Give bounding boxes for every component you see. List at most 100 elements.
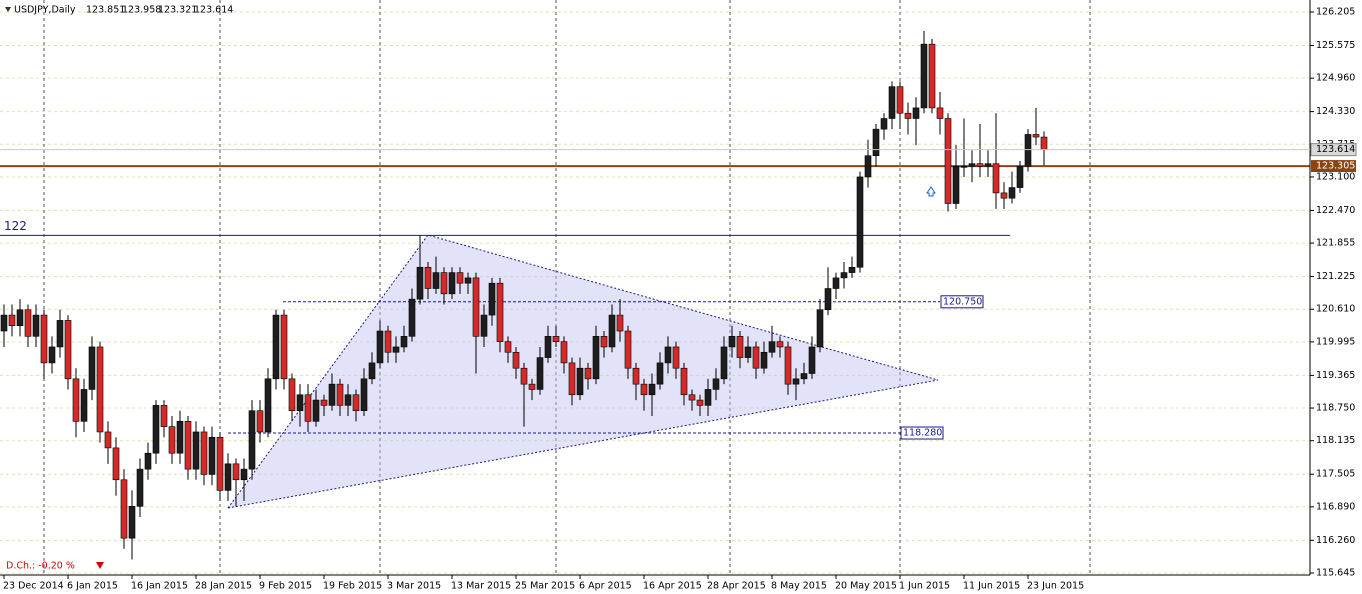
y-tick-label: 118.750 — [1316, 403, 1355, 414]
level-label-box — [940, 295, 984, 309]
candle-body — [552, 336, 560, 342]
candle-body — [528, 383, 536, 390]
candle-body — [640, 383, 648, 396]
level-label: 118.280 — [903, 428, 942, 439]
candle-body — [56, 320, 64, 348]
candle-body — [1000, 192, 1008, 199]
candle-body — [648, 383, 656, 396]
candle-body — [768, 341, 776, 353]
candle-body — [864, 155, 872, 178]
candle-body — [192, 431, 200, 470]
candle-body — [184, 421, 192, 470]
candle-body — [488, 282, 496, 316]
candle-body — [208, 436, 216, 475]
x-tick-label: 16 Apr 2015 — [643, 581, 702, 592]
close-value: 123.614 — [194, 5, 233, 16]
x-tick-label: 16 Jan 2015 — [131, 581, 188, 592]
candle-body — [376, 330, 384, 364]
candle-body — [936, 107, 944, 119]
candle-body — [320, 399, 328, 406]
candle-body — [424, 266, 432, 289]
candle-body — [104, 431, 112, 449]
high-value: 123.958 — [122, 5, 161, 16]
candle-body — [944, 118, 952, 204]
y-tick-label: 116.890 — [1316, 501, 1355, 512]
level-label-box — [900, 426, 944, 440]
x-tick-label: 9 Feb 2015 — [259, 581, 312, 592]
candle-body — [736, 336, 744, 358]
candle-body — [64, 320, 72, 380]
level-label: 123.305 — [1316, 161, 1355, 172]
candle-body — [408, 298, 416, 337]
candle-body — [896, 86, 904, 114]
grid — [0, 11, 1310, 574]
candle-body — [680, 367, 688, 396]
x-tick-label: 28 Jan 2015 — [195, 581, 252, 592]
candle-body — [928, 43, 936, 109]
candle-body — [840, 272, 848, 279]
candle-body — [352, 394, 360, 412]
candle-body — [80, 389, 88, 422]
x-tick-label: 1 Jun 2015 — [899, 581, 950, 592]
candle-body — [8, 314, 16, 327]
candle-body — [464, 277, 472, 284]
candle-body — [384, 330, 392, 353]
candle-body — [200, 431, 208, 475]
candle-body — [752, 346, 760, 369]
candle-body — [784, 346, 792, 385]
candle-body — [168, 426, 176, 454]
candle-body — [912, 107, 920, 119]
candle-body — [112, 447, 120, 481]
y-tick-label: 122.470 — [1316, 205, 1355, 216]
candle-body — [704, 389, 712, 406]
x-tick-label: 19 Feb 2015 — [323, 581, 382, 592]
candle-body — [728, 336, 736, 348]
x-tick-label: 6 Apr 2015 — [579, 581, 632, 592]
candle-body — [96, 346, 104, 433]
x-tick-label: 20 May 2015 — [835, 581, 897, 592]
candle-body — [848, 266, 856, 273]
y-tick-label: 121.855 — [1316, 238, 1355, 249]
y-tick-label: 124.330 — [1316, 106, 1355, 117]
price-label-box — [1310, 143, 1357, 157]
price-label: 123.614 — [1316, 144, 1355, 155]
candle-body — [960, 166, 968, 168]
y-tick-label: 121.225 — [1316, 271, 1355, 282]
candles — [0, 30, 1048, 560]
candle-body — [856, 176, 864, 268]
candle-body — [656, 362, 664, 385]
candle-body — [24, 309, 32, 337]
candle-body — [600, 336, 608, 348]
candle-body — [496, 282, 504, 342]
candle-body — [968, 163, 976, 167]
candle-body — [504, 341, 512, 353]
candle-body — [32, 314, 40, 337]
candle-body — [280, 314, 288, 380]
x-tick-label: 23 Jun 2015 — [1027, 581, 1084, 592]
candle-body — [536, 357, 544, 390]
candle-body — [920, 43, 928, 109]
candle-body — [760, 351, 768, 369]
level-label-box — [1311, 160, 1356, 173]
candle-body — [128, 506, 136, 539]
candle-body — [880, 118, 888, 130]
candle-body — [360, 378, 368, 412]
candle-body — [416, 266, 424, 300]
candle-body — [1024, 134, 1032, 167]
candle-body — [72, 378, 80, 422]
candle-body — [808, 346, 816, 374]
y-tick-label: 115.645 — [1316, 568, 1355, 579]
candle-body — [544, 336, 552, 358]
y-tick-label: 125.575 — [1316, 40, 1355, 51]
y-tick-label: 118.135 — [1316, 435, 1355, 446]
y-tick-label: 117.505 — [1316, 469, 1355, 480]
candle-body — [232, 463, 240, 481]
candle-body — [216, 436, 224, 491]
candle-body — [176, 421, 184, 454]
symbol-icon — [5, 7, 11, 12]
candle-body — [720, 346, 728, 380]
level-label: 120.750 — [943, 296, 982, 307]
candle-body — [632, 367, 640, 385]
